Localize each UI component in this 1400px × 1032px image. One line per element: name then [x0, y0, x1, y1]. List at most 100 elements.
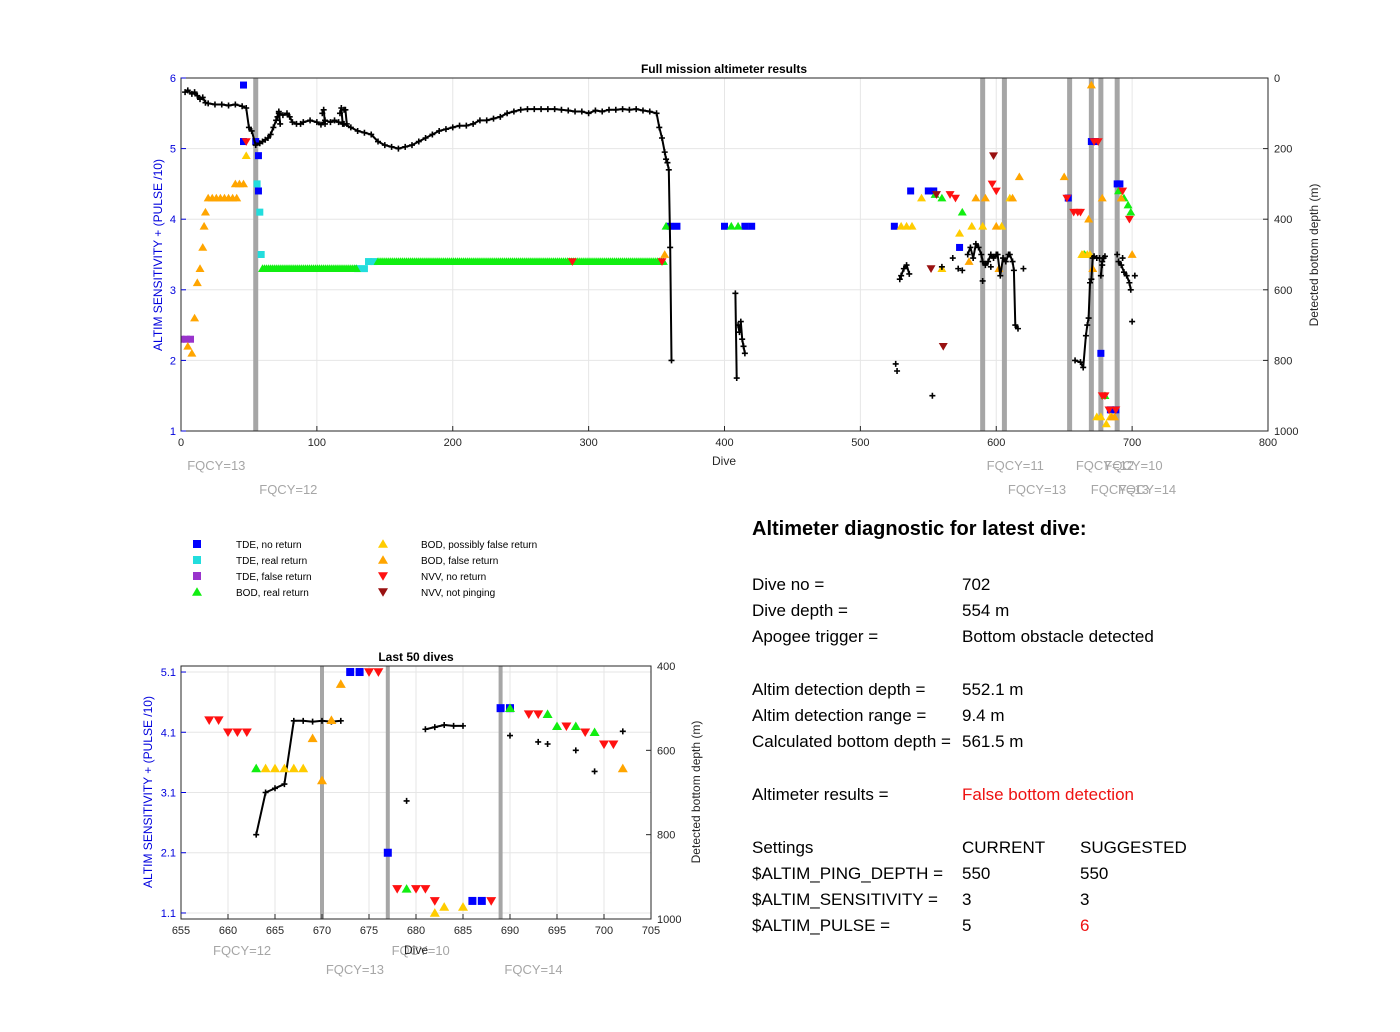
data-point — [187, 349, 197, 357]
depth-point — [585, 110, 592, 117]
depth-point — [900, 265, 907, 272]
data-point — [917, 193, 927, 202]
depth-point — [572, 747, 579, 754]
y2-tick-label: 1000 — [657, 914, 681, 926]
series-nvv-not-pinging — [926, 152, 999, 351]
depth-point — [606, 106, 613, 113]
sensitivity-label: $ALTIM_SENSITIVITY = — [752, 890, 938, 909]
legend-marker — [193, 540, 201, 548]
legend-marker — [193, 556, 201, 564]
data-point — [429, 908, 440, 917]
freq-change-label: FQCY=13 — [187, 458, 245, 473]
data-point — [589, 727, 600, 737]
last50-y-axis-label: ALTIM SENSITIVITY + (PULSE /10) — [141, 696, 155, 888]
data-point — [468, 896, 477, 905]
legend-label: BOD, real return — [236, 588, 309, 599]
data-point — [458, 902, 468, 911]
data-point — [1093, 138, 1103, 146]
depth-point — [1120, 269, 1127, 276]
depth-point — [336, 110, 343, 117]
depth-point — [1009, 258, 1016, 265]
depth-point — [1082, 332, 1089, 339]
last50-chart: 655 660 665 670 675 680 685 690 695 700 705 1.1 2.1 3… — [141, 650, 703, 977]
data-point — [195, 264, 205, 272]
depth-point — [517, 106, 524, 113]
data-point — [657, 258, 667, 266]
x-tick-label: 600 — [987, 437, 1005, 449]
x-tick-label: 685 — [454, 925, 472, 937]
data-point — [298, 763, 309, 773]
data-point — [660, 250, 670, 258]
y-tick-label: 2 — [170, 355, 176, 367]
data-point — [955, 228, 965, 237]
depth-point — [281, 781, 288, 788]
legend-label: TDE, real return — [236, 556, 307, 567]
depth-point — [194, 92, 201, 99]
depth-point — [985, 258, 992, 265]
x-tick-label: 660 — [219, 925, 237, 937]
data-point — [1014, 172, 1024, 181]
data-point — [989, 152, 999, 160]
depth-point — [929, 392, 936, 399]
x-tick-label: 800 — [1259, 437, 1277, 449]
depth-point — [415, 138, 422, 145]
data-point — [673, 222, 681, 230]
freq-change-label: FQCY=13 — [1008, 482, 1066, 497]
legend-label: TDE, no return — [236, 540, 302, 551]
data-point — [257, 251, 265, 258]
x-tick-label: 700 — [595, 925, 613, 937]
data-point — [254, 152, 262, 160]
depth-point — [243, 105, 250, 112]
depth-point — [892, 360, 899, 367]
data-point — [241, 151, 251, 159]
data-point — [567, 258, 577, 266]
legend-label: BOD, false return — [421, 556, 498, 567]
data-point — [232, 193, 242, 202]
data-point — [240, 138, 248, 146]
depth-point — [967, 244, 974, 251]
main-x-axis-label: Dive — [712, 454, 736, 468]
freq-change-label: FQCY=13 — [1091, 482, 1149, 497]
data-point — [1104, 406, 1114, 415]
data-point — [950, 194, 960, 203]
depth-point — [970, 255, 977, 262]
data-point — [1059, 172, 1069, 181]
depth-point — [199, 94, 206, 101]
depth-point — [524, 106, 531, 113]
depth-point — [938, 263, 945, 270]
depth-point — [275, 108, 282, 115]
data-point — [1126, 207, 1136, 216]
legend-marker — [378, 572, 388, 581]
y2-tick-label: 1000 — [1274, 426, 1298, 438]
depth-point — [277, 120, 284, 127]
depth-point — [450, 722, 457, 729]
y2-tick-label: 800 — [657, 830, 675, 842]
data-point — [360, 265, 368, 273]
depth-point — [612, 106, 619, 113]
altim-depth-value: 552.1 m — [962, 680, 1024, 699]
x-tick-label: 665 — [266, 925, 284, 937]
depth-point — [1080, 364, 1087, 371]
x-tick-label: 100 — [308, 437, 326, 449]
depth-point — [319, 717, 325, 724]
legend-label: TDE, false return — [236, 572, 312, 583]
depth-point — [262, 789, 269, 796]
depth-point — [987, 251, 994, 258]
depth-point — [972, 240, 979, 247]
data-point — [253, 180, 261, 188]
depth-point — [510, 108, 517, 115]
depth-point — [442, 126, 449, 133]
y-tick-label: 4.1 — [161, 727, 176, 739]
series-tde-no-return — [240, 81, 1124, 414]
depth-point — [979, 258, 986, 265]
data-point — [1118, 187, 1128, 196]
last50-depth-trace — [253, 717, 626, 838]
depth-point — [997, 272, 1004, 279]
depth-point — [1119, 255, 1126, 262]
ping-depth-current: 550 — [962, 864, 991, 883]
depth-point — [253, 831, 260, 838]
main-y2-axis-label: Detected bottom depth (m) — [1307, 184, 1321, 327]
depth-point — [388, 143, 395, 150]
freq-change-label: FQCY=13 — [326, 962, 384, 977]
